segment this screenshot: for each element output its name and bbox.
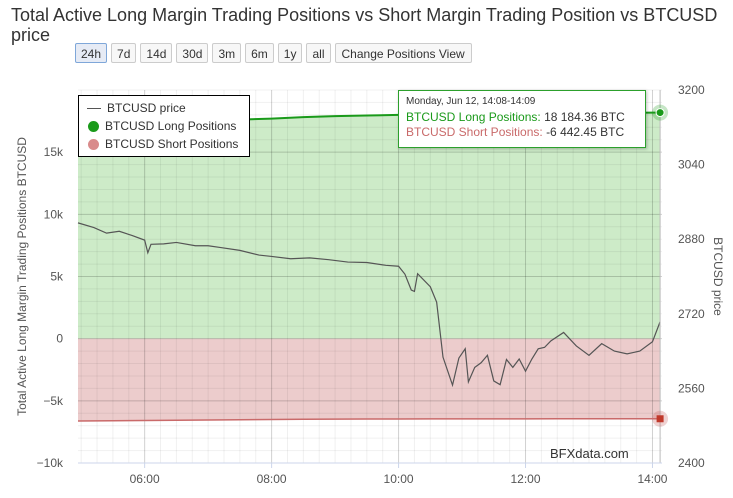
y-axis-title: Total Active Long Margin Trading Positio… [15, 137, 29, 416]
long-positions-area [78, 112, 661, 339]
tooltip-short-value: -6 442.45 BTC [546, 125, 625, 139]
range-button-1y[interactable]: 1y [277, 43, 303, 63]
y2-tick-label: 2400 [678, 456, 705, 470]
line-swatch-icon [87, 107, 101, 109]
price-line [77, 222, 661, 388]
range-button-7d[interactable]: 7d [111, 43, 137, 63]
y2-tick-label: 2720 [678, 307, 705, 321]
y-tick-label: 5k [50, 270, 64, 284]
short-positions-line [77, 418, 661, 422]
y2-tick-label: 2560 [678, 381, 705, 395]
credit-text: BFXdata.com [550, 446, 629, 461]
tooltip-long-row: BTCUSD Long Positions: 18 184.36 BTC [406, 110, 638, 125]
y-tick-label: 0 [56, 332, 63, 346]
legend-label-short: BTCUSD Short Positions [105, 137, 239, 151]
x-tick-label: 10:00 [384, 472, 414, 486]
long-marker [655, 108, 665, 118]
x-tick-label: 14:00 [637, 472, 667, 486]
y2-axis-title: BTCUSD price [711, 237, 725, 316]
range-button-all[interactable]: all [306, 43, 331, 63]
short-positions-area [78, 338, 661, 421]
tooltip-long-value: 18 184.36 BTC [544, 110, 625, 124]
short-marker [656, 415, 664, 423]
legend-item-price[interactable]: BTCUSD price [87, 99, 241, 117]
y2-tick-label: 2880 [678, 232, 705, 246]
tooltip-short-label: BTCUSD Short Positions: [406, 125, 543, 139]
y-tick-label: 15k [44, 145, 64, 159]
range-selector: 24h 7d 14d 30d 3m 6m 1y all Change Posit… [75, 43, 472, 63]
red-dot-icon [88, 138, 99, 150]
chart-tooltip: Monday, Jun 12, 14:08-14:09 BTCUSD Long … [398, 90, 646, 148]
y-tick-label: −10k [37, 456, 64, 470]
green-dot-icon [88, 120, 99, 132]
range-button-30d[interactable]: 30d [176, 43, 209, 63]
y2-tick-label: 3040 [678, 158, 705, 172]
y-tick-label: 10k [44, 207, 64, 221]
legend-label-price: BTCUSD price [107, 101, 186, 115]
chart-legend: BTCUSD price BTCUSD Long Positions BTCUS… [78, 95, 250, 157]
chart-title: Total Active Long Margin Trading Positio… [11, 5, 718, 45]
tooltip-short-row: BTCUSD Short Positions: -6 442.45 BTC [406, 125, 638, 140]
range-button-3m[interactable]: 3m [212, 43, 242, 63]
y2-tick-label: 3200 [678, 83, 705, 97]
legend-item-short[interactable]: BTCUSD Short Positions [87, 135, 241, 153]
tooltip-long-label: BTCUSD Long Positions: [406, 110, 541, 124]
legend-label-long: BTCUSD Long Positions [105, 119, 237, 133]
y-tick-label: −5k [43, 394, 64, 408]
x-tick-label: 06:00 [130, 472, 160, 486]
range-button-14d[interactable]: 14d [140, 43, 173, 63]
x-tick-label: 12:00 [511, 472, 541, 486]
x-tick-label: 08:00 [257, 472, 287, 486]
range-button-6m[interactable]: 6m [245, 43, 274, 63]
range-button-24h[interactable]: 24h [75, 43, 108, 63]
change-positions-view-button[interactable]: Change Positions View [334, 43, 472, 63]
tooltip-time: Monday, Jun 12, 14:08-14:09 [406, 96, 536, 107]
legend-item-long[interactable]: BTCUSD Long Positions [87, 117, 241, 135]
